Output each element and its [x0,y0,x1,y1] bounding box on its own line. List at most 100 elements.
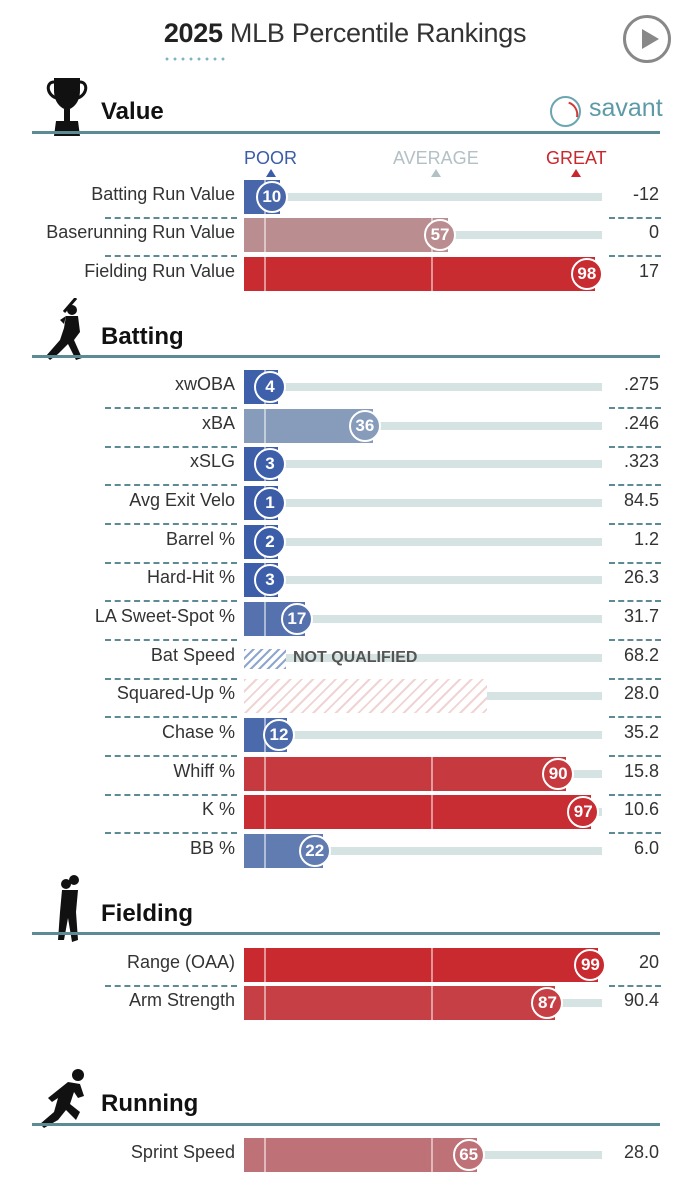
metric-label: Fielding Run Value [84,261,235,281]
percentile-row: Chase % 12 35.2 [0,718,685,757]
percentile-badge: 57 [424,219,457,251]
metric-label: Hard-Hit % [146,567,235,587]
percentile-badge: 99 [574,949,607,981]
metric-value: 15.8 [623,761,659,781]
metric-value: .275 [623,374,659,394]
row-separator [105,755,237,757]
bar-track [244,383,602,391]
percentile-row: Sprint Speed 65 28.0 [0,1138,685,1174]
metric-value: 6.0 [633,838,659,858]
bar-tick [431,757,433,791]
section-title-fielding: Fielding [101,900,193,927]
metric-label: Squared-Up % [116,683,235,703]
row-separator [105,217,237,219]
bar-tick [264,757,266,791]
row-separator [609,407,661,409]
percentile-row: Whiff % 90 15.8 [0,757,685,796]
percentile-row: Hard-Hit % 3 26.3 [0,563,685,602]
bar-track [244,654,602,662]
metric-value: -12 [632,184,659,204]
bar-track [244,847,602,855]
percentile-row: Range (OAA) 99 20 [0,948,685,987]
percentile-badge: 97 [567,796,600,828]
row-separator [609,794,661,796]
row-separator [609,484,661,486]
bar-tick [431,257,433,291]
bar-tick [431,1138,433,1172]
percentile-row: xSLG 3 .323 [0,447,685,486]
percentile-row: Avg Exit Velo 1 84.5 [0,486,685,525]
bar-tick [264,218,266,252]
bar-track [244,615,602,623]
bar-tick [264,409,266,443]
play-icon [642,29,659,49]
percentile-row: Bat Speed NOT QUALIFIED 68.2 [0,641,685,680]
row-separator [609,832,661,834]
percentile-badge: 17 [280,603,313,635]
percentile-badge: 3 [254,564,286,596]
percentile-bar [244,795,592,829]
bar-tick [264,948,266,982]
metric-label: LA Sweet-Spot % [94,606,235,626]
percentile-badge: 1 [254,487,286,519]
metric-value: .323 [623,451,659,471]
section-title-value: Value [101,98,164,125]
metric-label: K % [201,799,235,819]
row-separator [609,523,661,525]
metric-label: Sprint Speed [130,1142,235,1162]
row-separator [105,639,237,641]
bar-tick [264,986,266,1020]
row-separator [609,600,661,602]
title-year: 2025 [163,18,223,48]
row-separator [609,562,661,564]
metric-label: xSLG [189,451,235,471]
trophy-icon [46,78,88,136]
section-title-batting: Batting [101,323,184,350]
section-divider [32,932,660,935]
fielder-icon [58,875,79,942]
percentile-badge: 10 [255,181,288,213]
title-underline-dots [163,57,225,61]
percentile-row: Barrel % 2 1.2 [0,525,685,564]
percentile-badge: 22 [298,835,331,867]
play-button[interactable] [623,15,671,63]
percentile-row: BB % 22 6.0 [0,834,685,870]
brand-name: savant [589,94,663,122]
metric-value: 1.2 [633,529,659,549]
percentile-badge: 90 [542,758,575,790]
percentile-badge: 3 [254,448,286,480]
bar-tick [264,834,266,868]
section-divider [32,131,660,134]
metric-label: Arm Strength [128,990,235,1010]
row-separator [105,678,237,680]
bar-track [244,538,602,546]
row-separator [105,716,237,718]
not-qualified-hatch [244,649,286,669]
row-separator [105,985,237,987]
percentile-bar [244,757,567,791]
metric-value: 17 [638,261,659,281]
scale-label-poor: POOR [244,148,297,177]
metric-label: xBA [201,413,235,433]
metric-value: 31.7 [623,606,659,626]
metric-value: 26.3 [623,567,659,587]
percentile-bar [244,986,556,1020]
row-separator [105,600,237,602]
metric-label: BB % [189,838,235,858]
row-separator [105,446,237,448]
metric-label: Baserunning Run Value [46,222,235,242]
metric-value: 10.6 [623,799,659,819]
metric-label: Bat Speed [150,645,235,665]
runner-icon [40,1069,84,1128]
metric-value: 68.2 [623,645,659,665]
title-text: MLB Percentile Rankings [229,18,527,48]
metric-value: 28.0 [623,683,659,703]
section-title-running: Running [101,1090,199,1117]
bar-track [244,460,602,468]
percentile-badge: 12 [262,719,295,751]
row-separator [609,755,661,757]
bar-tick [431,986,433,1020]
row-separator [609,217,661,219]
bar-track [244,731,602,739]
bar-tick [264,795,266,829]
